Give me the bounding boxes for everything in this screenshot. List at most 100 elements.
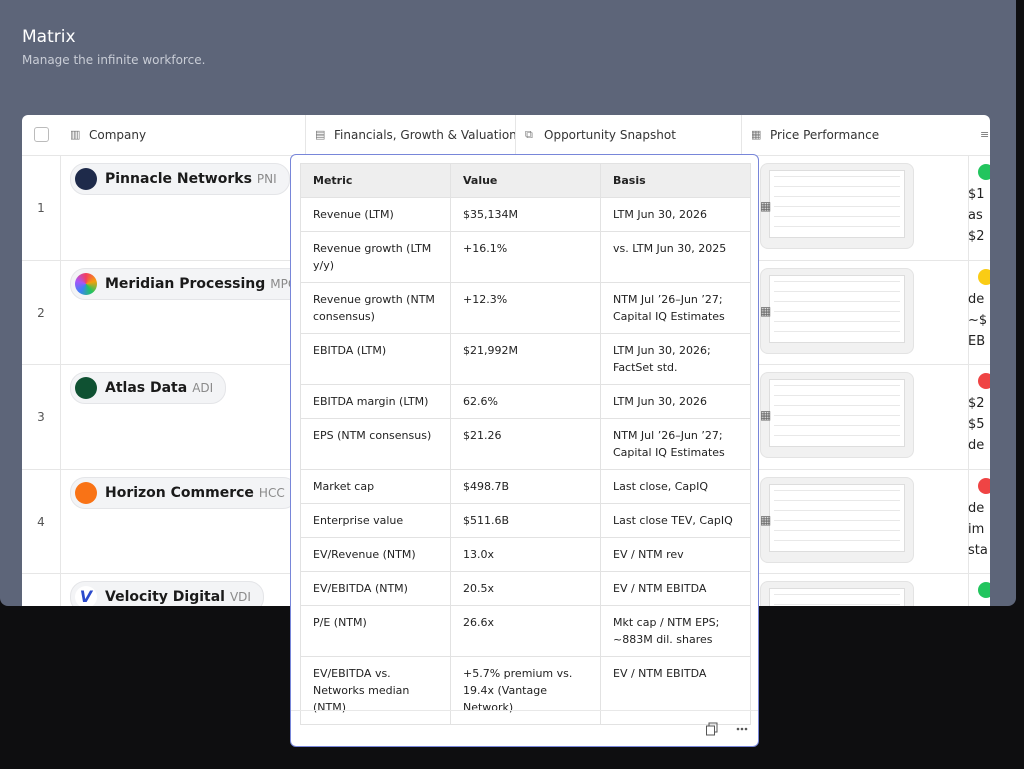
table-cell: Revenue growth (NTM consensus) [300,282,451,334]
table-icon: ▦ [760,303,772,318]
table-cell: 62.6% [450,384,601,419]
thumbnail-table [769,588,905,606]
price-thumbnail[interactable] [760,267,914,354]
cell-divider [968,364,969,469]
more-button[interactable] [735,722,749,736]
table-header: Value [450,163,601,198]
table-header: Basis [600,163,751,198]
snippet-text: de [968,438,985,453]
table-row: EPS (NTM consensus) $21.26 NTM Jul ’26–Jun… [300,418,751,470]
status-dot [978,164,990,180]
thumbnail-line [774,310,900,312]
price-thumbnail[interactable] [760,372,914,458]
price-thumbnail[interactable] [760,581,914,606]
table-cell: $21.26 [450,418,601,470]
table-row: Market cap $498.7B Last close, CapIQ [300,469,751,504]
row-number: 2 [37,305,45,320]
row-number: 1 [37,201,45,215]
table-cell: Market cap [300,469,451,504]
cell-divider [968,468,969,573]
cell-divider [60,573,61,606]
price-thumbnail[interactable] [760,163,914,249]
table-cell: LTM Jun 30, 2026 [600,384,751,419]
company-chip[interactable]: V Velocity Digital VDI [70,581,264,606]
snippet-text: $1 [968,187,985,202]
table-icon: ▦ [760,512,772,527]
table-cell: +5.7% premium vs. 19.4x (Vantage Network… [450,656,601,725]
table-cell: $21,992M [450,333,601,385]
thumbnail-line [774,330,900,332]
table-row: Revenue growth (LTM y/y) +16.1% vs. LTM Ju… [300,231,751,283]
cell-divider [968,573,969,606]
select-all-checkbox[interactable] [34,127,49,142]
company-chip[interactable]: Horizon Commerce HCC [70,476,298,509]
cell-divider [60,259,61,364]
thumbnail-line [774,385,900,386]
thumbnail-line [774,435,900,436]
column-divider [305,115,306,155]
column-icon: ⧉ [525,128,533,141]
snippet-text: as [968,208,983,223]
table-cell: +16.1% [450,231,601,283]
snippet-text: im [968,521,985,537]
company-chip[interactable]: Pinnacle Networks PNI [70,163,290,195]
column-header[interactable]: Price Performance [770,128,880,142]
thumbnail-line [774,489,900,491]
table-cell: NTM Jul ’26–Jun ’27; Capital IQ Estimate… [600,418,751,470]
column-divider [741,115,742,155]
copy-button[interactable] [705,722,719,736]
company-logo: V [75,586,97,606]
thumbnail-line [774,425,900,426]
table-cell: Mkt cap / NTM EPS; ~883M dil. shares [600,605,751,657]
company-ticker: MPC [270,276,297,291]
table-cell: +12.3% [450,282,601,334]
company-chip[interactable]: Atlas Data ADI [70,372,227,404]
snippet-text: de [968,500,985,516]
table-row: EV/EBITDA (NTM) 20.5x EV / NTM EBITDA [300,571,751,606]
cell-divider [60,364,61,469]
cell-divider [968,155,969,260]
column-icon: ▤ [315,128,326,141]
thumbnail-line [774,539,900,541]
table-cell: $35,134M [450,197,601,232]
table-header: Metric [300,163,451,198]
column-icon: ≡ [980,128,990,141]
column-header[interactable]: Financials, Growth & Valuation [334,128,517,142]
column-header[interactable]: Opportunity Snapshot [544,128,676,142]
column-header[interactable]: Company [89,128,147,142]
thumbnail-line [774,395,900,396]
table-cell: EBITDA margin (LTM) [300,384,451,419]
table-cell: $511.6B [450,503,601,538]
table-cell: vs. LTM Jun 30, 2025 [600,231,751,283]
table-icon: ▦ [760,408,772,422]
thumbnail-line [774,206,900,207]
thumbnail-line [774,415,900,416]
popup-divider [291,710,758,711]
table-cell: EV / NTM EBITDA [600,571,751,606]
company-logo [75,481,97,504]
page-subtitle: Manage the infinite workforce. [22,53,206,67]
table-cell: EBITDA (LTM) [300,333,451,385]
metrics-table: Metric Value Basis Revenue (LTM) $35,134M LTM… [300,163,751,725]
snippet-text: ~$ [968,312,988,328]
company-logo [75,272,97,295]
table-cell: EPS (NTM consensus) [300,418,451,470]
company-chip[interactable]: Meridian Processing MPC [70,267,310,300]
price-thumbnail[interactable] [760,476,914,563]
company-ticker: VDI [229,590,251,604]
table-cell: Revenue growth (LTM y/y) [300,231,451,283]
table-cell: EV/EBITDA vs. Networks median (NTM) [300,656,451,725]
row-number: 4 [37,514,45,529]
thumbnail-line [774,300,900,302]
status-dot [978,373,990,389]
thumbnail-line [774,196,900,197]
table-header-row: Metric Value Basis [300,163,751,198]
status-dot [978,477,990,494]
company-name: Horizon Commerce [105,484,254,501]
table-row: Revenue growth (NTM consensus) +12.3% NTM … [300,282,751,334]
table-cell: 13.0x [450,537,601,572]
thumbnail-line [774,405,900,406]
table-cell: NTM Jul ’26–Jun ’27; Capital IQ Estimate… [600,282,751,334]
thumbnail-line [774,529,900,531]
